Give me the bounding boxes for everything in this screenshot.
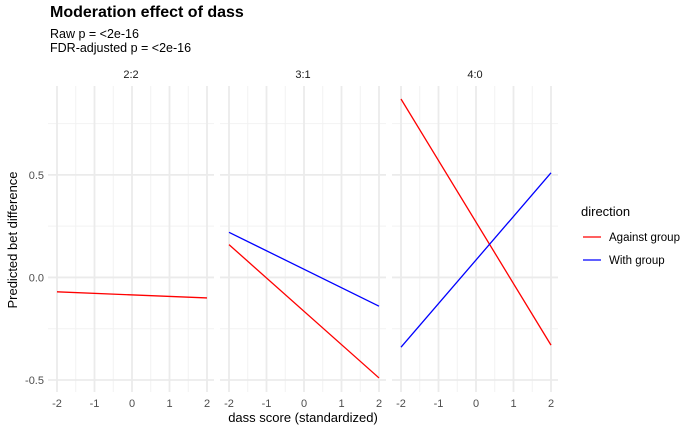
y-tick-label: -0.5 [25,375,44,387]
legend-label-against-group: Against group [609,232,680,244]
facet-4-0-x-tick-label: 2 [548,398,554,410]
facet-4-0-x-tick-label: -1 [434,398,444,410]
y-tick-label: 0.5 [29,170,44,182]
facet-4-0-strip-label: 4:0 [467,69,482,81]
facet-4-0-x-tick-label: 1 [510,398,516,410]
facet-3-1-series-with-group [228,231,380,307]
legend-label-with-group: With group [609,255,665,267]
facet-4-0-series-against-group [400,98,552,346]
chart-title: Moderation effect of dass [50,4,244,21]
y-tick-label: 0.0 [29,272,44,284]
legend-title: direction [581,204,630,219]
facet-3-1-x-tick-label: 0 [301,398,307,410]
facet-2-2-x-tick-label: 1 [166,398,172,410]
x-axis-title: dass score (standardized) [228,410,378,425]
facet-2-2-strip-label: 2:2 [123,69,138,81]
chart-subtitle-fdr-p: FDR-adjusted p = <2e-16 [50,41,192,55]
facet-4-0-x-tick-label: -2 [396,398,406,410]
y-axis-title: Predicted bet difference [5,171,20,308]
chart-subtitle-raw-p: Raw p = <2e-16 [50,27,139,41]
facet-4-0-x-tick-label: 0 [473,398,479,410]
facet-3-1-strip-label: 3:1 [295,69,310,81]
facet-3-1-x-tick-label: -2 [224,398,234,410]
facet-3-1-x-tick-label: 2 [376,398,382,410]
facet-2-2-x-tick-label: -1 [90,398,100,410]
facet-2-2-series-against-group [56,291,208,299]
facet-2-2-x-tick-label: -2 [52,398,62,410]
facet-4-0-series-with-group [400,172,552,348]
facet-2-2-x-tick-label: 0 [129,398,135,410]
facet-3-1-x-tick-label: 1 [338,398,344,410]
facet-3-1-series-against-group [228,244,380,379]
facet-3-1-x-tick-label: -1 [262,398,272,410]
facet-2-2-x-tick-label: 2 [204,398,210,410]
